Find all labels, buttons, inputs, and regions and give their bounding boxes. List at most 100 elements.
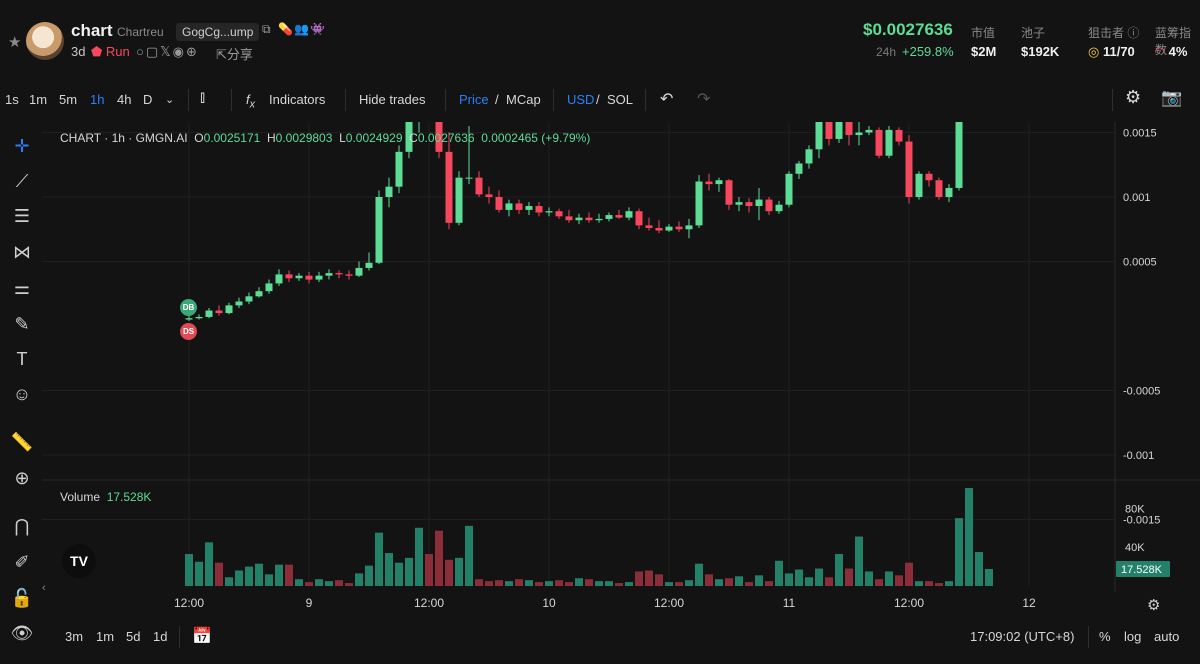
candle-body bbox=[755, 199, 763, 207]
range-5d[interactable]: 5d bbox=[126, 629, 141, 644]
price-change-24h: +259.8% bbox=[902, 44, 954, 59]
time-tick-label: 12:00 bbox=[174, 596, 204, 610]
volume-bar bbox=[495, 580, 503, 586]
volume-bar bbox=[435, 530, 443, 586]
price-chart[interactable]: 0.00276360.00350.0030.00250.0020.00150.0… bbox=[42, 122, 1200, 622]
token-age: 3d bbox=[71, 44, 86, 59]
candle-body bbox=[605, 215, 613, 219]
candle-body bbox=[265, 283, 273, 292]
volume-bar bbox=[225, 577, 233, 586]
low-value: 0.0024929 bbox=[345, 131, 403, 145]
settings-gear-icon[interactable]: ⚙ bbox=[1125, 87, 1142, 107]
fib-lines-icon[interactable]: ☰ bbox=[13, 206, 31, 226]
time-tick-label: 12:00 bbox=[414, 596, 444, 610]
volume-bar bbox=[645, 570, 653, 586]
candle-body bbox=[315, 275, 323, 280]
candle-body bbox=[555, 211, 563, 217]
ruler-icon[interactable]: 📏 bbox=[10, 432, 34, 452]
telegram-icon[interactable]: ◉ bbox=[172, 44, 186, 59]
hide-trades-button[interactable]: Hide trades bbox=[359, 92, 426, 107]
copy-link-icon[interactable]: ▢ bbox=[145, 44, 161, 59]
pattern-icon[interactable]: ⋈ bbox=[13, 242, 31, 262]
usd-toggle[interactable]: USD bbox=[567, 92, 595, 107]
candle-body bbox=[485, 194, 493, 197]
info-icon[interactable]: ⓘ bbox=[1127, 26, 1140, 40]
run-badge: ⬟ Run bbox=[91, 44, 130, 59]
range-1d[interactable]: 1d bbox=[153, 629, 168, 644]
redo-icon[interactable]: ↷ bbox=[697, 91, 711, 108]
lock-icon[interactable]: 🔓 bbox=[10, 588, 34, 608]
interval-1h[interactable]: 1h bbox=[90, 92, 105, 107]
trend-line-icon[interactable]: ⟋ bbox=[15, 171, 29, 191]
share-button[interactable]: ⇱分享 bbox=[216, 47, 253, 62]
favorite-star-icon[interactable]: ★ bbox=[8, 34, 22, 51]
range-3m[interactable]: 3m bbox=[65, 629, 84, 644]
copy-icon[interactable]: ⧉ bbox=[262, 22, 271, 36]
volume-bar bbox=[815, 568, 823, 586]
eye-icon[interactable]: 👁 bbox=[10, 623, 34, 643]
indicators-button[interactable]: Indicators bbox=[269, 92, 326, 107]
projection-icon[interactable]: ⚌ bbox=[13, 278, 31, 298]
volume-bar bbox=[965, 488, 973, 586]
volume-bar bbox=[455, 557, 463, 586]
crosshair-icon[interactable]: ✛ bbox=[14, 136, 30, 156]
candle-body bbox=[745, 202, 753, 207]
date-range-icon[interactable]: 📅 bbox=[192, 628, 212, 645]
candle-body bbox=[355, 267, 363, 276]
magnet-icon[interactable]: ⋂ bbox=[14, 516, 30, 536]
collapse-arrow-icon[interactable]: ‹ bbox=[42, 582, 46, 594]
candle-body bbox=[665, 226, 673, 231]
candle-body bbox=[575, 217, 583, 221]
log-toggle[interactable]: log bbox=[1124, 629, 1142, 644]
volume-tick-label: 40K bbox=[1125, 542, 1145, 554]
candle-type-icon[interactable]: ⫾ bbox=[200, 89, 206, 106]
contract-address[interactable]: GogCg...ump bbox=[176, 23, 260, 41]
emoji-icon[interactable]: ☺ bbox=[12, 384, 32, 404]
candle-body bbox=[375, 197, 383, 263]
axis-settings-icon[interactable]: ⚙ bbox=[1147, 597, 1161, 614]
candle-body bbox=[675, 226, 683, 230]
website-icon[interactable]: ⊕ bbox=[185, 44, 199, 59]
price-toggle[interactable]: Price bbox=[459, 92, 489, 107]
volume-bar bbox=[265, 574, 273, 586]
x-twitter-icon[interactable]: 𝕏 bbox=[160, 44, 173, 59]
volume-label: Volume bbox=[60, 490, 101, 504]
camera-icon[interactable]: 📷 bbox=[1161, 88, 1183, 107]
candle-body bbox=[915, 173, 923, 197]
volume-bar bbox=[355, 573, 363, 586]
interval-5m[interactable]: 5m bbox=[59, 92, 78, 107]
interval-4h[interactable]: 4h bbox=[117, 92, 132, 107]
interval-1s[interactable]: 1s bbox=[5, 92, 19, 107]
sol-toggle[interactable]: SOL bbox=[607, 92, 634, 107]
range-1m[interactable]: 1m bbox=[96, 629, 115, 644]
clock-time[interactable]: 17:09:02 (UTC+8) bbox=[970, 629, 1075, 644]
indicators-icon[interactable]: fx bbox=[246, 92, 256, 111]
token-info-icon[interactable]: 👾 bbox=[310, 22, 325, 36]
candle-body bbox=[865, 129, 873, 133]
chevron-down-icon[interactable]: ⌄ bbox=[165, 94, 175, 106]
volume-bar bbox=[245, 566, 253, 586]
people-icon[interactable]: 👥 bbox=[294, 22, 309, 36]
db-marker[interactable]: DB bbox=[180, 299, 197, 316]
auto-toggle[interactable]: auto bbox=[1154, 629, 1180, 644]
mcap-toggle[interactable]: MCap bbox=[506, 92, 541, 107]
toolbar-divider bbox=[188, 89, 189, 111]
brush-icon[interactable]: ✎ bbox=[14, 314, 30, 334]
zoom-in-icon[interactable]: ⊕ bbox=[14, 468, 30, 488]
interval-d[interactable]: D bbox=[143, 92, 153, 107]
time-tick-label: 12 bbox=[1022, 596, 1036, 610]
volume-bar bbox=[975, 552, 983, 586]
candle-body bbox=[235, 301, 243, 306]
text-tool-icon[interactable]: T bbox=[16, 349, 28, 369]
interval-1m[interactable]: 1m bbox=[29, 92, 48, 107]
candle-body bbox=[825, 122, 833, 139]
search-icon[interactable]: ○ bbox=[136, 44, 146, 59]
volume-bar bbox=[485, 581, 493, 586]
lock-drawing-icon[interactable]: ✐ bbox=[14, 552, 30, 572]
tradingview-logo[interactable]: TV bbox=[62, 544, 96, 578]
percent-toggle[interactable]: % bbox=[1099, 629, 1111, 644]
toolbar-divider bbox=[553, 89, 554, 111]
undo-icon[interactable]: ↶ bbox=[660, 91, 674, 108]
ds-marker[interactable]: DS bbox=[180, 323, 197, 340]
candle-body bbox=[855, 132, 863, 136]
